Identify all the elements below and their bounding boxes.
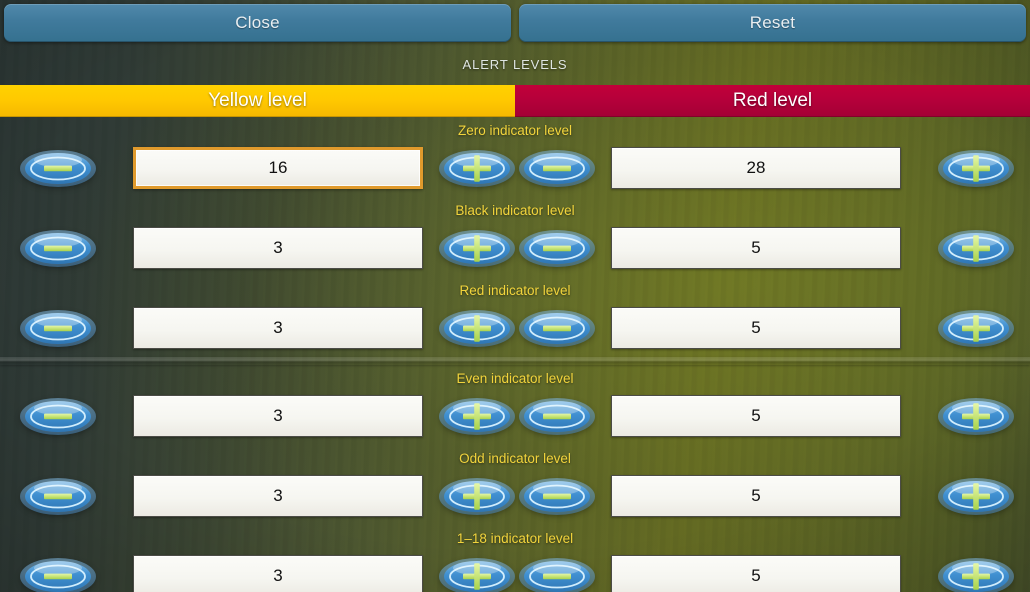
minus-icon [517, 147, 597, 190]
yellow-level-controls: 3 [18, 227, 517, 270]
indicator-row: 3 [0, 299, 1030, 357]
plus-icon [936, 307, 1016, 350]
red-increment-button[interactable] [936, 307, 1016, 350]
yellow-increment-button[interactable] [437, 555, 517, 592]
yellow-level-input[interactable]: 3 [133, 227, 423, 269]
plus-icon [437, 475, 517, 518]
yellow-level-controls: 3 [18, 307, 517, 350]
yellow-level-controls: 3 [18, 475, 517, 518]
section-divider [0, 357, 1030, 365]
red-increment-button[interactable] [936, 475, 1016, 518]
yellow-increment-button[interactable] [437, 227, 517, 270]
yellow-increment-button[interactable] [437, 307, 517, 350]
yellow-level-input[interactable]: 3 [133, 307, 423, 349]
yellow-level-input[interactable]: 16 [133, 147, 423, 189]
plus-icon [936, 555, 1016, 592]
plus-icon [437, 147, 517, 190]
red-decrement-button[interactable] [517, 147, 597, 190]
minus-icon [18, 555, 98, 592]
red-level-header: Red level [515, 85, 1030, 117]
red-decrement-button[interactable] [517, 555, 597, 592]
yellow-decrement-button[interactable] [18, 475, 98, 518]
plus-icon [936, 475, 1016, 518]
alert-levels-caption: ALERT LEVELS [462, 57, 568, 72]
red-level-controls: 5 [517, 475, 1016, 518]
red-increment-button[interactable] [936, 395, 1016, 438]
plus-icon [437, 307, 517, 350]
minus-icon [517, 395, 597, 438]
red-level-input[interactable]: 5 [611, 395, 901, 437]
red-decrement-button[interactable] [517, 475, 597, 518]
yellow-level-input[interactable]: 3 [133, 555, 423, 592]
yellow-level-controls: 3 [18, 395, 517, 438]
yellow-decrement-button[interactable] [18, 147, 98, 190]
red-level-input[interactable]: 5 [611, 475, 901, 517]
red-decrement-button[interactable] [517, 395, 597, 438]
indicator-row: 16 [0, 139, 1030, 197]
top-button-bar: Close Reset [0, 4, 1030, 44]
minus-icon [517, 555, 597, 592]
yellow-level-input[interactable]: 3 [133, 395, 423, 437]
red-level-controls: 28 [517, 147, 1016, 190]
yellow-level-controls: 16 [18, 147, 517, 190]
level-column-headers: Yellow level Red level [0, 85, 1030, 117]
red-level-input[interactable]: 28 [611, 147, 901, 189]
indicator-group-label: 1–18 indicator level [456, 531, 574, 546]
red-increment-button[interactable] [936, 147, 1016, 190]
minus-icon [18, 475, 98, 518]
minus-icon [517, 307, 597, 350]
indicator-group-label: Zero indicator level [457, 123, 573, 138]
indicator-row: 3 [0, 387, 1030, 445]
minus-icon [517, 475, 597, 518]
red-level-input[interactable]: 5 [611, 227, 901, 269]
minus-icon [18, 227, 98, 270]
red-decrement-button[interactable] [517, 307, 597, 350]
red-increment-button[interactable] [936, 227, 1016, 270]
yellow-level-header: Yellow level [0, 85, 515, 117]
red-decrement-button[interactable] [517, 227, 597, 270]
indicator-group-label: Black indicator level [455, 203, 575, 218]
indicator-row: 3 [0, 467, 1030, 525]
plus-icon [936, 147, 1016, 190]
indicator-row: 3 [0, 219, 1030, 277]
yellow-decrement-button[interactable] [18, 307, 98, 350]
indicator-group-label: Even indicator level [456, 371, 574, 386]
red-level-input[interactable]: 5 [611, 307, 901, 349]
minus-icon [18, 307, 98, 350]
yellow-increment-button[interactable] [437, 147, 517, 190]
minus-icon [18, 395, 98, 438]
yellow-decrement-button[interactable] [18, 555, 98, 592]
red-level-input[interactable]: 5 [611, 555, 901, 592]
yellow-increment-button[interactable] [437, 395, 517, 438]
yellow-level-input[interactable]: 3 [133, 475, 423, 517]
red-level-controls: 5 [517, 395, 1016, 438]
indicator-row: 3 [0, 547, 1030, 592]
yellow-decrement-button[interactable] [18, 227, 98, 270]
red-level-controls: 5 [517, 227, 1016, 270]
reset-button[interactable]: Reset [519, 4, 1026, 42]
yellow-level-controls: 3 [18, 555, 517, 592]
yellow-increment-button[interactable] [437, 475, 517, 518]
plus-icon [936, 227, 1016, 270]
plus-icon [936, 395, 1016, 438]
red-level-controls: 5 [517, 307, 1016, 350]
indicator-group-label: Red indicator level [459, 283, 571, 298]
minus-icon [18, 147, 98, 190]
plus-icon [437, 395, 517, 438]
indicator-rows: Zero indicator level 16 [0, 117, 1030, 592]
red-level-controls: 5 [517, 555, 1016, 592]
plus-icon [437, 227, 517, 270]
indicator-group-label: Odd indicator level [459, 451, 571, 466]
red-increment-button[interactable] [936, 555, 1016, 592]
minus-icon [517, 227, 597, 270]
yellow-decrement-button[interactable] [18, 395, 98, 438]
close-button[interactable]: Close [4, 4, 511, 42]
plus-icon [437, 555, 517, 592]
